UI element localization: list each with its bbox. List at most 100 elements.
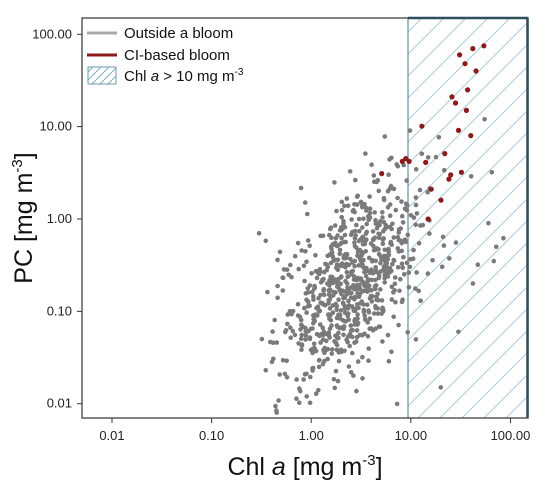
- point-outside-bloom: [332, 240, 338, 246]
- point-outside-bloom: [342, 306, 348, 311]
- point-outside-bloom: [385, 332, 391, 338]
- point-outside-bloom: [347, 331, 353, 337]
- point-outside-bloom: [339, 214, 345, 220]
- point-outside-bloom: [314, 268, 320, 274]
- point-outside-bloom: [341, 332, 346, 338]
- point-outside-bloom: [270, 340, 276, 346]
- point-outside-bloom: [342, 232, 348, 238]
- point-outside-bloom: [265, 289, 270, 295]
- point-outside-bloom: [336, 358, 342, 364]
- point-outside-bloom: [420, 222, 426, 228]
- point-outside-bloom: [299, 343, 305, 348]
- point-outside-bloom: [329, 323, 334, 328]
- point-outside-bloom: [301, 263, 307, 269]
- point-outside-bloom: [354, 388, 359, 394]
- point-outside-bloom: [353, 276, 358, 282]
- point-outside-bloom: [309, 271, 314, 276]
- point-outside-bloom: [342, 348, 347, 354]
- point-outside-bloom: [296, 266, 302, 272]
- point-outside-bloom: [326, 297, 332, 303]
- point-outside-bloom: [332, 339, 337, 344]
- point-outside-bloom: [425, 271, 431, 276]
- point-outside-bloom: [321, 288, 326, 293]
- point-outside-bloom: [328, 294, 334, 300]
- point-outside-bloom: [447, 256, 452, 261]
- point-outside-bloom: [332, 180, 337, 185]
- point-outside-bloom: [366, 217, 372, 223]
- point-outside-bloom: [326, 312, 331, 317]
- point-outside-bloom: [360, 264, 365, 269]
- point-outside-bloom: [321, 347, 326, 353]
- point-outside-bloom: [356, 238, 362, 244]
- point-outside-bloom: [399, 199, 404, 204]
- point-outside-bloom: [404, 202, 410, 208]
- point-outside-bloom: [392, 275, 398, 280]
- point-outside-bloom: [318, 280, 324, 285]
- point-ci-bloom: [465, 87, 471, 93]
- point-outside-bloom: [305, 238, 311, 243]
- point-ci-bloom: [455, 127, 462, 133]
- point-outside-bloom: [372, 277, 378, 283]
- point-outside-bloom: [438, 385, 444, 390]
- point-outside-bloom: [401, 254, 406, 260]
- point-outside-bloom: [302, 305, 307, 311]
- point-outside-bloom: [361, 257, 366, 263]
- point-outside-bloom: [301, 377, 306, 382]
- point-outside-bloom: [399, 240, 405, 246]
- point-outside-bloom: [453, 240, 459, 245]
- x-tick-label: 10.00: [395, 428, 428, 443]
- point-outside-bloom: [371, 247, 377, 253]
- point-outside-bloom: [280, 358, 286, 363]
- point-outside-bloom: [376, 188, 382, 194]
- point-outside-bloom: [318, 292, 323, 298]
- point-outside-bloom: [269, 359, 275, 365]
- point-outside-bloom: [303, 337, 308, 342]
- point-ci-bloom: [428, 186, 434, 192]
- point-outside-bloom: [379, 298, 385, 303]
- point-outside-bloom: [354, 194, 360, 199]
- point-ci-bloom: [462, 61, 468, 67]
- point-outside-bloom: [352, 240, 357, 245]
- point-outside-bloom: [413, 195, 419, 200]
- point-outside-bloom: [307, 243, 313, 249]
- point-outside-bloom: [369, 288, 374, 293]
- point-outside-bloom: [341, 326, 346, 332]
- point-outside-bloom: [367, 206, 373, 211]
- point-outside-bloom: [320, 301, 325, 306]
- point-outside-bloom: [362, 331, 367, 337]
- point-outside-bloom: [365, 302, 370, 308]
- point-outside-bloom: [346, 287, 352, 292]
- point-outside-bloom: [406, 270, 412, 275]
- point-outside-bloom: [354, 222, 359, 228]
- point-outside-bloom: [299, 332, 305, 338]
- point-outside-bloom: [365, 334, 371, 339]
- point-outside-bloom: [351, 373, 356, 378]
- point-outside-bloom: [366, 308, 371, 313]
- point-outside-bloom: [396, 230, 402, 235]
- point-outside-bloom: [411, 215, 417, 220]
- point-outside-bloom: [382, 280, 388, 285]
- point-outside-bloom: [358, 199, 364, 205]
- point-outside-bloom: [352, 202, 357, 207]
- point-outside-bloom: [332, 223, 338, 228]
- legend-label-ci: CI-based bloom: [124, 47, 230, 64]
- point-outside-bloom: [299, 347, 304, 353]
- point-outside-bloom: [297, 314, 303, 320]
- point-outside-bloom: [357, 256, 363, 261]
- point-outside-bloom: [389, 242, 395, 247]
- point-outside-bloom: [311, 294, 316, 299]
- point-outside-bloom: [332, 385, 338, 391]
- point-outside-bloom: [341, 218, 346, 224]
- point-outside-bloom: [284, 267, 290, 273]
- point-outside-bloom: [348, 232, 354, 237]
- point-outside-bloom: [386, 358, 392, 364]
- point-outside-bloom: [349, 304, 355, 309]
- point-outside-bloom: [290, 328, 296, 334]
- point-outside-bloom: [355, 312, 360, 317]
- point-outside-bloom: [336, 276, 341, 282]
- series-ci-based-bloom: [379, 43, 487, 222]
- point-outside-bloom: [399, 261, 405, 267]
- point-outside-bloom: [391, 186, 397, 192]
- point-outside-bloom: [329, 250, 335, 255]
